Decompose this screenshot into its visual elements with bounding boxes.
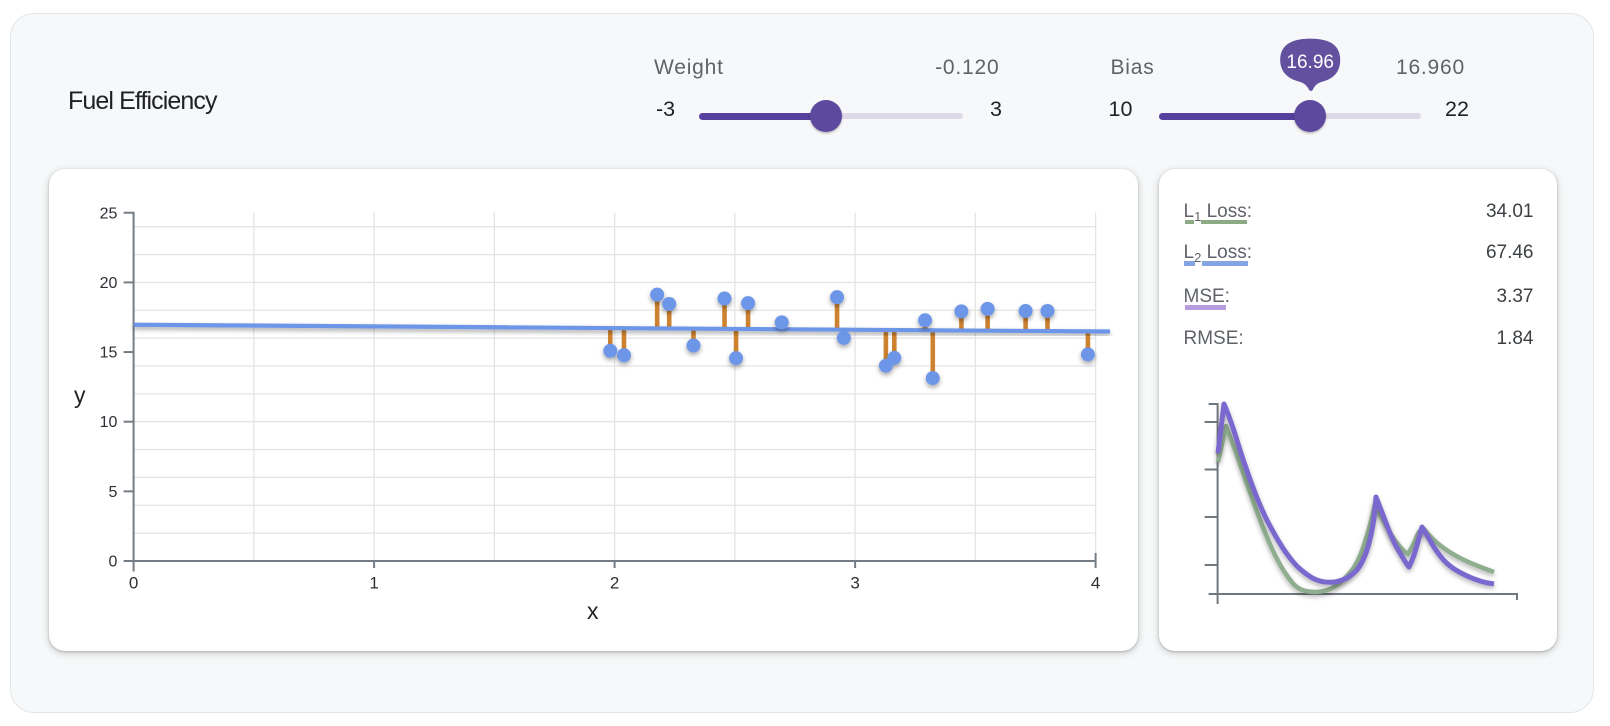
svg-text:15: 15 — [100, 345, 118, 362]
svg-text:4: 4 — [1091, 574, 1100, 593]
svg-text:20: 20 — [100, 275, 118, 292]
svg-text:0: 0 — [108, 554, 117, 571]
svg-text:10: 10 — [100, 414, 118, 431]
svg-text:3: 3 — [850, 574, 859, 593]
svg-text:1: 1 — [369, 574, 378, 593]
svg-text:0: 0 — [129, 574, 138, 593]
svg-text:5: 5 — [108, 484, 117, 501]
svg-text:2: 2 — [610, 574, 619, 593]
svg-text:y: y — [74, 382, 86, 408]
svg-text:16.96: 16.96 — [1286, 52, 1334, 73]
svg-text:25: 25 — [100, 205, 118, 222]
svg-text:x: x — [587, 598, 599, 624]
